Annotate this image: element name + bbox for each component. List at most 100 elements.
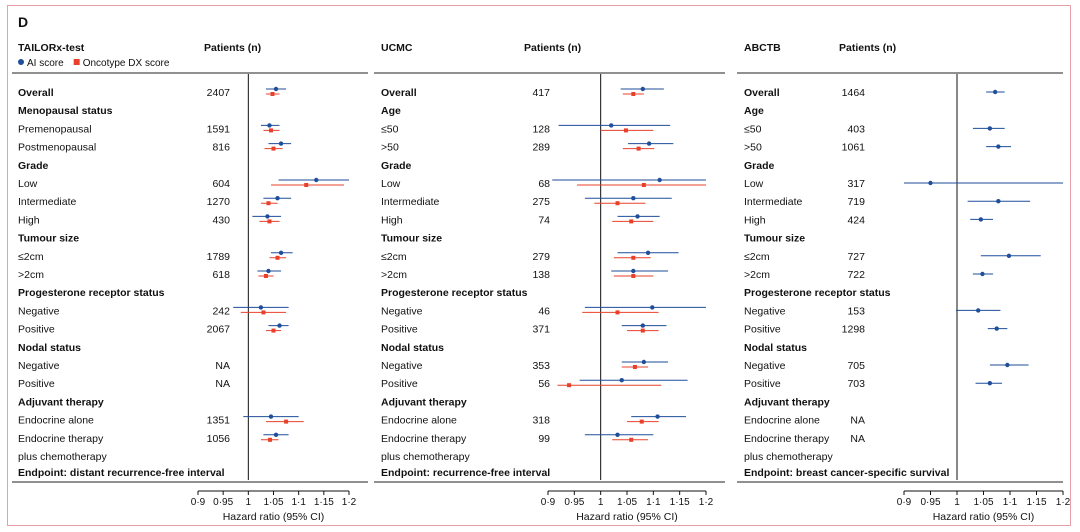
subgroup-heading: Adjuvant therapy [744, 396, 830, 408]
subgroup-heading: Overall [381, 87, 417, 99]
patient-count: 2407 [207, 87, 231, 99]
x-tick-label: 0·9 [541, 497, 556, 508]
subgroup-heading: Age [744, 105, 764, 117]
patient-count: 727 [847, 251, 865, 263]
subgroup-label: >2cm [744, 269, 770, 281]
subgroup-label: >50 [381, 142, 399, 154]
x-tick-label: 0·95 [213, 497, 233, 508]
dx-point [615, 201, 620, 206]
subgroup-label: Endocrine alone [18, 415, 94, 427]
ai-point [976, 308, 981, 313]
ai-point [1006, 253, 1012, 258]
legend-marker-square [73, 59, 80, 65]
subgroup-label: Endocrine therapy [381, 433, 467, 445]
subgroup-label: Endocrine alone [381, 415, 457, 427]
subgroup-label: plus chemotherapy [18, 451, 107, 463]
subgroup-heading: Grade [744, 160, 775, 172]
x-tick-label: 1·05 [973, 497, 993, 508]
subgroup-label: ≤50 [744, 123, 762, 135]
patients-header: Patients (n) [839, 42, 896, 54]
ai-point [635, 214, 640, 219]
subgroup-heading: Tumour size [744, 233, 805, 245]
ai-point [609, 123, 614, 128]
x-tick-label: 1·15 [314, 497, 334, 508]
ai-point [615, 432, 620, 437]
subgroup-label: >50 [744, 142, 762, 154]
patient-count: 1298 [842, 324, 866, 336]
ai-point [277, 323, 282, 328]
subgroup-heading: Adjuvant therapy [18, 396, 104, 408]
subgroup-heading: Nodal status [744, 342, 807, 354]
x-tick-label: 0·95 [564, 497, 584, 508]
subgroup-heading: Nodal status [18, 342, 81, 354]
dx-point [639, 419, 644, 424]
x-tick-label: 1 [954, 497, 960, 508]
cohort-title: TAILORx-test [18, 42, 85, 54]
patient-count: NA [850, 415, 865, 427]
patients-header: Patients (n) [204, 42, 261, 54]
subgroup-label: Negative [744, 305, 786, 317]
ai-point [631, 196, 636, 201]
dx-point [266, 201, 271, 206]
patient-count: 2067 [207, 324, 231, 336]
subgroup-heading: Overall [744, 87, 780, 99]
ai-point [640, 86, 645, 92]
dx-point [267, 219, 272, 224]
ai-point [650, 305, 655, 310]
subgroup-label: Endocrine therapy [744, 433, 830, 445]
patient-count: 1464 [842, 87, 866, 99]
dx-point [629, 219, 634, 224]
endpoint-label: Endpoint: distant recurrence-free interv… [18, 467, 225, 479]
ai-point [273, 86, 279, 92]
ai-point [987, 381, 993, 386]
subgroup-label: Low [744, 178, 764, 190]
x-tick-label: 1·2 [1056, 497, 1071, 508]
patient-count: 417 [532, 87, 550, 99]
ai-point [258, 305, 264, 310]
patient-count: 430 [212, 214, 230, 226]
patient-count: 68 [538, 178, 550, 190]
ai-point [1005, 362, 1010, 368]
patient-count: 317 [847, 178, 865, 190]
patient-count: 371 [532, 324, 550, 336]
subgroup-label: >2cm [381, 269, 407, 281]
dx-point [632, 365, 637, 369]
dx-point [615, 310, 620, 315]
ai-point [631, 268, 636, 274]
subgroup-heading: Overall [18, 87, 54, 99]
dx-point [623, 128, 628, 133]
patient-count: 153 [847, 305, 865, 317]
subgroup-label: Negative [18, 305, 60, 317]
subgroup-heading: Tumour size [381, 233, 442, 245]
ai-point [980, 271, 985, 277]
x-tick-label: 0·95 [920, 497, 940, 508]
legend-label: Oncotype DX score [83, 58, 170, 69]
dx-point [629, 437, 634, 442]
dx-point [284, 419, 289, 424]
dx-point [270, 92, 275, 96]
subgroup-heading: Tumour size [18, 233, 79, 245]
ai-point [266, 268, 271, 274]
subgroup-heading: Progesterone receptor status [381, 287, 528, 299]
panel-letter: D [18, 14, 29, 30]
subgroup-heading: Grade [381, 160, 412, 172]
dx-point [263, 274, 268, 278]
patient-count: 816 [212, 142, 230, 154]
endpoint-label: Endpoint: breast cancer-specific surviva… [744, 467, 949, 479]
ai-point [640, 323, 645, 328]
subgroup-label: Intermediate [18, 196, 77, 208]
subgroup-label: High [18, 214, 40, 226]
ai-point [646, 141, 652, 146]
patient-count: 56 [538, 378, 550, 390]
legend-marker-circle [18, 59, 24, 65]
patient-count: 1789 [207, 251, 231, 263]
x-tick-label: 1·05 [263, 497, 283, 508]
subgroup-heading: Nodal status [381, 342, 444, 354]
legend-label: AI score [27, 58, 64, 69]
subgroup-label: plus chemotherapy [381, 451, 470, 463]
subgroup-heading: Progesterone receptor status [18, 287, 165, 299]
patient-count: NA [850, 433, 865, 445]
subgroup-heading: Adjuvant therapy [381, 396, 467, 408]
figure-frame [7, 5, 1071, 526]
